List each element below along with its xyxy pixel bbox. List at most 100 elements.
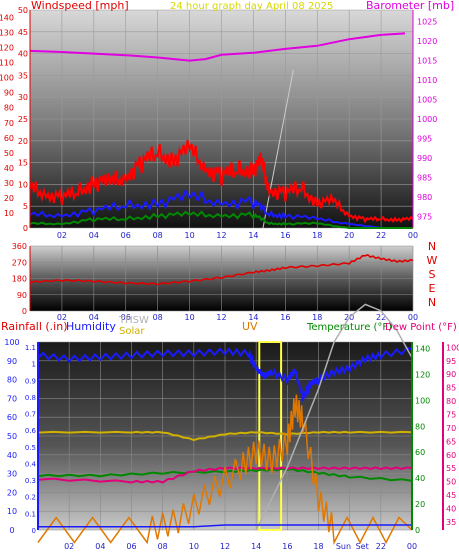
humidity-label: Humidity: [66, 320, 116, 333]
y-tick-kmh: 30: [4, 179, 14, 188]
y-tick-baro: 1005: [417, 96, 437, 105]
dewpoint-label: Dew Point (°F): [385, 322, 457, 333]
y-tick-kmh: 120: [0, 44, 14, 53]
weather-ticks: 010203040506070809010000.10.20.30.40.50.…: [4, 338, 459, 551]
y-tick-rain: 0.3: [25, 477, 36, 485]
y-tick-dewpoint: 50: [446, 478, 456, 487]
y-tick-dewpoint: 55: [446, 464, 456, 473]
x-tick: 22: [376, 313, 386, 322]
y-tick-temperature: 20: [415, 500, 425, 509]
x-tick: 08: [153, 231, 163, 240]
solar-label: Solar: [119, 326, 145, 337]
y-tick-mph: 35: [18, 71, 28, 80]
thsw-label: THSW: [118, 315, 149, 326]
y-tick-humidity: 40: [7, 451, 17, 460]
x-tick: 18: [312, 231, 322, 240]
y-tick-mph: 30: [18, 93, 28, 102]
y-tick-humidity: 70: [7, 394, 17, 403]
y-tick-humidity: 30: [7, 470, 17, 479]
y-tick-temperature: 40: [415, 474, 425, 483]
y-tick-humidity: 50: [7, 432, 17, 441]
y-tick-kmh: 100: [0, 74, 14, 83]
y-tick-rain: 1.1: [25, 344, 36, 352]
y-tick-mph: 25: [18, 115, 28, 124]
y-tick-humidity: 10: [7, 507, 17, 516]
rainfall-label: Rainfall (.in): [1, 320, 68, 333]
y-tick-mph: 20: [18, 137, 28, 146]
y-tick-temperature: 60: [415, 448, 425, 457]
y-tick-temperature: 100: [415, 396, 430, 405]
y-tick-humidity: 20: [7, 488, 17, 497]
y-tick-dewpoint: 90: [446, 370, 456, 379]
y-tick-kmh: 60: [4, 134, 14, 143]
y-tick-baro: 1025: [417, 18, 437, 27]
y-tick-baro: 1015: [417, 57, 437, 66]
y-tick-baro: 1020: [417, 37, 437, 46]
y-tick-kmh: 10: [4, 209, 14, 218]
series-gust-line: [29, 139, 414, 224]
x-tick: 08: [153, 313, 163, 322]
y-tick-baro: 995: [417, 134, 432, 143]
series-low-line: [29, 210, 413, 229]
y-tick-rain: 0: [32, 527, 36, 535]
x-tick: 00: [408, 231, 418, 240]
y-tick-mph: 0: [23, 224, 28, 233]
y-tick-kmh: 130: [0, 29, 14, 38]
y-tick-baro: 990: [417, 154, 432, 163]
uv-peak-window: [258, 341, 283, 531]
y-tick-dewpoint: 100: [446, 343, 459, 352]
x-tick: Sun: [336, 542, 351, 551]
compass-point: N: [428, 296, 436, 309]
compass-point: W: [427, 254, 438, 267]
series-humidity-line: [37, 346, 413, 402]
y-tick-direction: 180: [12, 275, 27, 284]
series-temperature-line: [37, 467, 413, 482]
x-tick: 12: [220, 542, 230, 551]
series-thsw-line: [255, 303, 413, 531]
series-uv-line: [37, 394, 413, 546]
x-tick: 10: [184, 231, 194, 240]
y-tick-rain: 0.5: [25, 444, 36, 452]
x-tick: 02: [57, 313, 67, 322]
x-tick: 00: [408, 313, 418, 322]
x-tick: 06: [121, 231, 131, 240]
x-tick: 04: [89, 313, 99, 322]
y-tick-rain: 0.2: [25, 494, 36, 502]
x-tick: 04: [95, 542, 105, 551]
windspeed-label: Windspeed [mph]: [31, 0, 129, 12]
y-tick-kmh: 80: [4, 104, 14, 113]
x-tick: 14: [248, 231, 258, 240]
y-tick-kmh: 140: [0, 14, 14, 23]
weather-series: [37, 303, 413, 546]
y-tick-baro: 975: [417, 212, 432, 221]
y-tick-kmh: 110: [0, 59, 14, 68]
series-dew-point-line: [37, 466, 413, 484]
y-tick-dewpoint: 45: [446, 491, 456, 500]
x-tick: 16: [280, 231, 290, 240]
y-tick-dewpoint: 75: [446, 411, 456, 420]
y-tick-direction: 0: [22, 307, 27, 316]
y-tick-mph: 50: [18, 6, 28, 15]
compass-point: S: [429, 268, 436, 281]
y-tick-rain: 0.8: [25, 394, 36, 402]
x-tick: 18: [312, 313, 322, 322]
y-tick-rain: 0.7: [25, 411, 36, 419]
x-tick: 14: [248, 313, 258, 322]
y-tick-baro: 985: [417, 173, 432, 182]
x-tick: 14: [251, 542, 261, 551]
y-tick-rain: 1: [32, 361, 36, 369]
wind-series: [29, 32, 414, 229]
y-tick-baro: 1000: [417, 115, 437, 124]
x-tick: 22: [376, 542, 386, 551]
y-tick-dewpoint: 85: [446, 384, 456, 393]
time-marker-line: [262, 69, 294, 229]
y-tick-mph: 5: [23, 202, 28, 211]
series-solar-line: [37, 430, 413, 442]
compass-point: N: [428, 240, 436, 253]
x-tick: 02: [64, 542, 74, 551]
y-tick-humidity: 90: [7, 357, 17, 366]
x-tick: Set: [356, 542, 369, 551]
y-tick-rain: 0.9: [25, 377, 36, 385]
x-tick: 12: [216, 231, 226, 240]
